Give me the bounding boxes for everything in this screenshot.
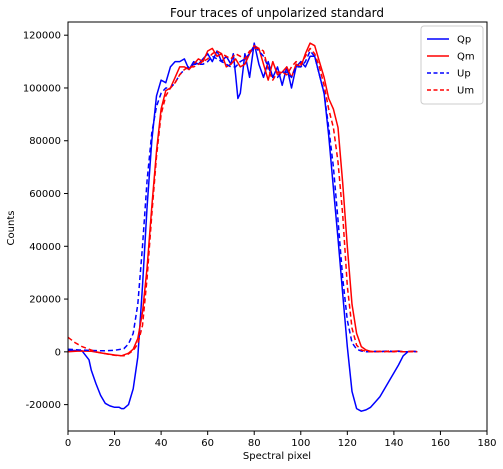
x-axis-ticks: 0 20 40 60 80 100 120 140 160 180 <box>65 431 497 449</box>
y-tick-label: 120000 <box>23 31 61 42</box>
series-line-qp <box>68 42 418 412</box>
plot-area <box>67 21 488 432</box>
legend-label-qp: Qp <box>457 35 471 46</box>
y-tick-label: 0 <box>55 347 61 358</box>
x-tick-label: 60 <box>201 438 214 449</box>
y-tick-label: 40000 <box>29 242 61 253</box>
y-tick-label: 60000 <box>29 189 61 200</box>
x-tick-label: 180 <box>477 438 496 449</box>
y-tick-label: 20000 <box>29 295 61 306</box>
x-tick-label: 20 <box>108 438 121 449</box>
y-tick-label: 80000 <box>29 136 61 147</box>
plot-frame <box>67 21 488 432</box>
y-tick-label: 100000 <box>23 83 61 94</box>
x-tick-label: 120 <box>338 438 357 449</box>
legend-label-um: Um <box>457 86 474 97</box>
y-axis-ticks: -20000 0 20000 40000 60000 80000 100000 120000 <box>23 31 68 411</box>
legend-label-qm: Qm <box>457 52 475 63</box>
series-line-up <box>67 44 418 353</box>
y-tick-label: -20000 <box>26 400 61 411</box>
legend: Qp Qm Up Um <box>420 25 484 105</box>
x-tick-label: 40 <box>155 438 168 449</box>
x-axis-label: Spectral pixel <box>243 451 311 462</box>
series-line-um <box>67 47 418 357</box>
x-tick-label: 140 <box>384 438 403 449</box>
y-axis-label: Counts <box>6 211 17 246</box>
legend-box <box>420 25 484 105</box>
legend-label-up: Up <box>457 69 471 80</box>
x-tick-label: 80 <box>248 438 261 449</box>
x-tick-label: 0 <box>65 438 71 449</box>
series-line-qm <box>67 42 418 357</box>
x-tick-label: 100 <box>291 438 310 449</box>
chart-title: Four traces of unpolarized standard <box>170 6 384 20</box>
x-tick-label: 160 <box>431 438 450 449</box>
